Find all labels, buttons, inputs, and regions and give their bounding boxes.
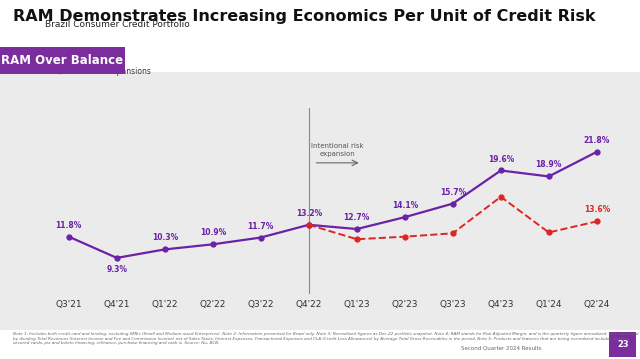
Text: Note 1: Includes both credit card and lending, excluding SMEs (Small and Medium-: Note 1: Includes both credit card and le… [13,332,638,345]
Text: 23: 23 [617,340,628,349]
Text: 21.8%: 21.8% [584,136,610,145]
Text: RAM Over Balance: RAM Over Balance [1,53,124,67]
Text: 18.9%: 18.9% [536,160,562,169]
Text: 10.9%: 10.9% [200,228,226,237]
Text: Intentional risk
expansion: Intentional risk expansion [311,143,364,157]
Text: Second Quarter 2024 Results: Second Quarter 2024 Results [461,345,541,350]
Text: 19.6%: 19.6% [488,154,514,164]
Text: 11.8%: 11.8% [56,221,82,230]
Text: 9.3%: 9.3% [106,265,127,274]
Text: RAM Demonstrates Increasing Economics Per Unit of Credit Risk: RAM Demonstrates Increasing Economics Pe… [13,9,595,24]
Legend: Actual, Without expansions: Actual, Without expansions [49,52,154,79]
Text: 14.1%: 14.1% [392,201,418,210]
Text: 10.3%: 10.3% [152,233,178,242]
Text: 11.7%: 11.7% [248,222,274,230]
Text: 12.7%: 12.7% [344,213,370,222]
Text: 15.7%: 15.7% [440,188,466,197]
Text: 13.2%: 13.2% [296,209,322,218]
Text: 13.6%: 13.6% [584,205,610,214]
Text: Brazil Consumer Credit Portfolio: Brazil Consumer Credit Portfolio [45,20,189,29]
